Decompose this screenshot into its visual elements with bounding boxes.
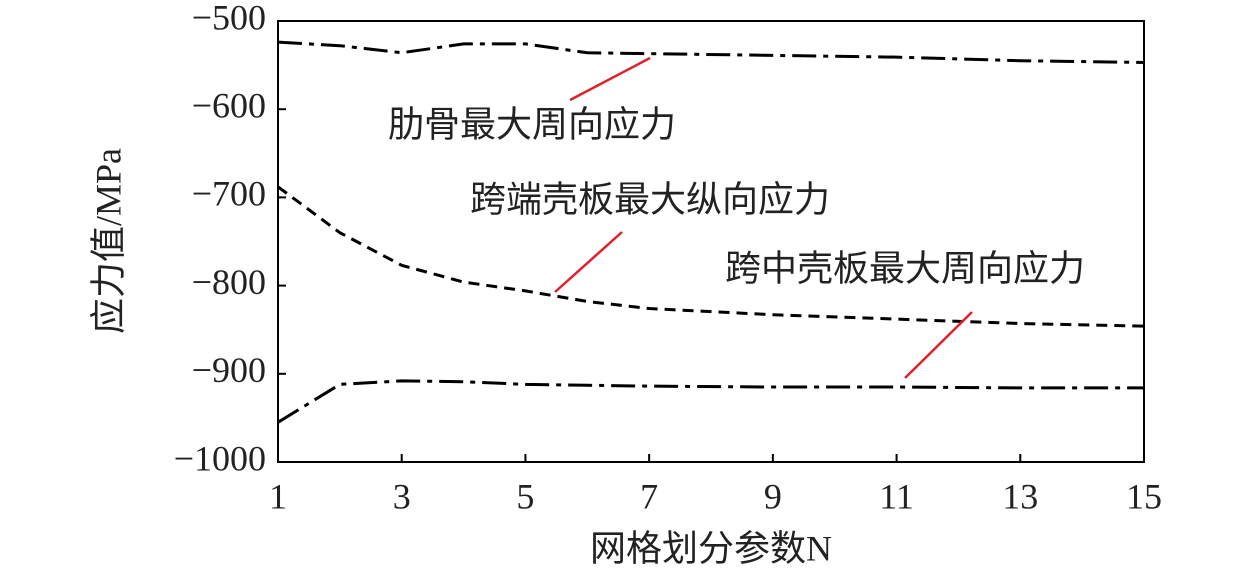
x-tick-label: 5 bbox=[516, 476, 534, 516]
x-tick-label: 9 bbox=[764, 476, 782, 516]
series-line bbox=[277, 185, 1145, 328]
y-tick-label: −600 bbox=[192, 85, 266, 125]
x-axis-label: 网格划分参数N bbox=[590, 528, 832, 568]
y-tick-label: −900 bbox=[192, 350, 266, 390]
series-line bbox=[277, 40, 1145, 64]
x-tick-label: 1 bbox=[269, 476, 287, 516]
x-tick-label: 15 bbox=[1126, 476, 1162, 516]
annotation-pointer bbox=[904, 311, 973, 379]
x-tick-label: 11 bbox=[879, 476, 914, 516]
series-annotation: 跨中壳板最大周向应力 bbox=[725, 248, 1085, 288]
plot-frame bbox=[277, 20, 1145, 463]
y-axis-label: 应力值/MPa bbox=[88, 148, 128, 334]
y-tick-label: −700 bbox=[192, 174, 266, 214]
y-tick-label: −500 bbox=[192, 0, 266, 37]
y-tick-label: −800 bbox=[192, 262, 266, 302]
x-tick-label: 3 bbox=[393, 476, 411, 516]
series-annotation: 肋骨最大周向应力 bbox=[388, 104, 676, 144]
y-tick-label: −1000 bbox=[174, 438, 266, 478]
series-line bbox=[277, 379, 1144, 424]
annotation-pointer bbox=[554, 231, 623, 293]
annotation-pointer bbox=[569, 56, 651, 102]
x-tick-label: 13 bbox=[1002, 476, 1038, 516]
x-tick-label: 7 bbox=[640, 476, 658, 516]
series-annotation: 跨端壳板最大纵向应力 bbox=[470, 179, 830, 219]
